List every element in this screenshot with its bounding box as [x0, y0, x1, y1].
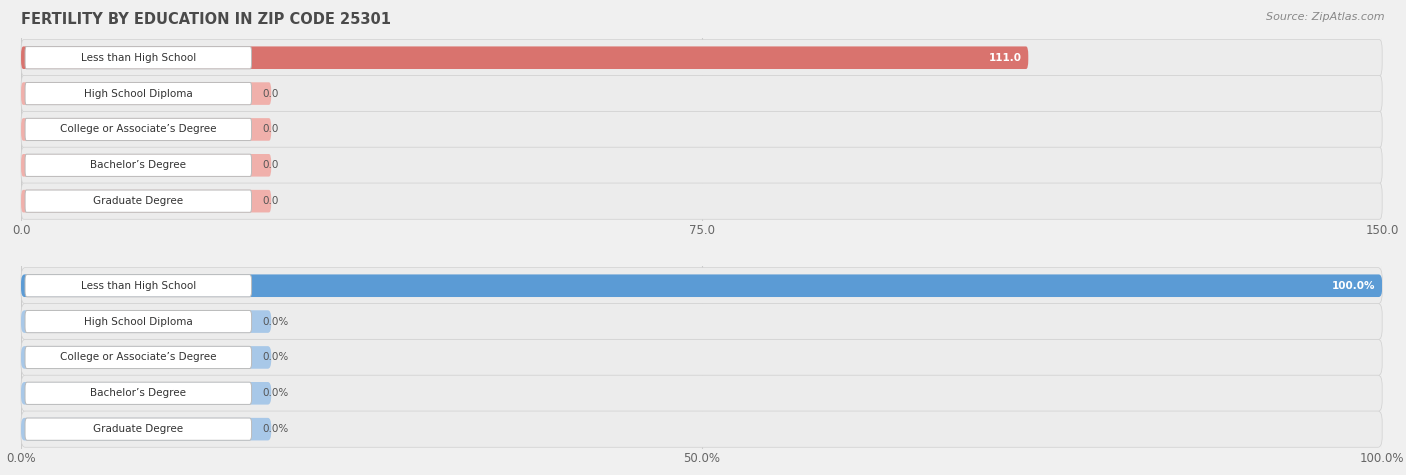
FancyBboxPatch shape: [21, 39, 1382, 76]
FancyBboxPatch shape: [25, 47, 252, 69]
FancyBboxPatch shape: [21, 267, 1382, 304]
FancyBboxPatch shape: [25, 418, 252, 440]
FancyBboxPatch shape: [21, 411, 1382, 447]
FancyBboxPatch shape: [25, 154, 252, 176]
Text: 0.0: 0.0: [263, 160, 278, 171]
FancyBboxPatch shape: [21, 147, 1382, 183]
Text: 0.0: 0.0: [263, 196, 278, 206]
FancyBboxPatch shape: [25, 190, 252, 212]
Text: 0.0%: 0.0%: [263, 352, 288, 362]
FancyBboxPatch shape: [21, 190, 271, 212]
Text: High School Diploma: High School Diploma: [84, 88, 193, 99]
Text: College or Associate’s Degree: College or Associate’s Degree: [60, 352, 217, 362]
FancyBboxPatch shape: [25, 382, 252, 404]
Text: 0.0: 0.0: [263, 124, 278, 134]
FancyBboxPatch shape: [25, 346, 252, 369]
FancyBboxPatch shape: [25, 83, 252, 104]
FancyBboxPatch shape: [21, 418, 271, 440]
FancyBboxPatch shape: [21, 154, 271, 177]
FancyBboxPatch shape: [21, 76, 1382, 112]
Text: 0.0%: 0.0%: [263, 424, 288, 434]
FancyBboxPatch shape: [21, 310, 271, 333]
Text: 0.0%: 0.0%: [263, 316, 288, 327]
Text: 0.0%: 0.0%: [263, 388, 288, 399]
FancyBboxPatch shape: [21, 375, 1382, 411]
FancyBboxPatch shape: [21, 111, 1382, 148]
FancyBboxPatch shape: [21, 47, 1028, 69]
FancyBboxPatch shape: [21, 118, 271, 141]
FancyBboxPatch shape: [25, 275, 252, 297]
FancyBboxPatch shape: [21, 183, 1382, 219]
FancyBboxPatch shape: [21, 346, 271, 369]
FancyBboxPatch shape: [21, 304, 1382, 340]
Text: 0.0: 0.0: [263, 88, 278, 99]
Text: Less than High School: Less than High School: [80, 281, 195, 291]
Text: FERTILITY BY EDUCATION IN ZIP CODE 25301: FERTILITY BY EDUCATION IN ZIP CODE 25301: [21, 12, 391, 27]
FancyBboxPatch shape: [25, 118, 252, 141]
FancyBboxPatch shape: [21, 339, 1382, 376]
Text: 100.0%: 100.0%: [1331, 281, 1375, 291]
Text: 111.0: 111.0: [988, 53, 1021, 63]
Text: Bachelor’s Degree: Bachelor’s Degree: [90, 160, 187, 171]
Text: Less than High School: Less than High School: [80, 53, 195, 63]
FancyBboxPatch shape: [21, 82, 271, 105]
Text: Graduate Degree: Graduate Degree: [93, 196, 183, 206]
FancyBboxPatch shape: [25, 311, 252, 332]
Text: Source: ZipAtlas.com: Source: ZipAtlas.com: [1267, 12, 1385, 22]
FancyBboxPatch shape: [21, 275, 1382, 297]
Text: Graduate Degree: Graduate Degree: [93, 424, 183, 434]
Text: College or Associate’s Degree: College or Associate’s Degree: [60, 124, 217, 134]
FancyBboxPatch shape: [21, 382, 271, 405]
Text: High School Diploma: High School Diploma: [84, 316, 193, 327]
Text: Bachelor’s Degree: Bachelor’s Degree: [90, 388, 187, 399]
